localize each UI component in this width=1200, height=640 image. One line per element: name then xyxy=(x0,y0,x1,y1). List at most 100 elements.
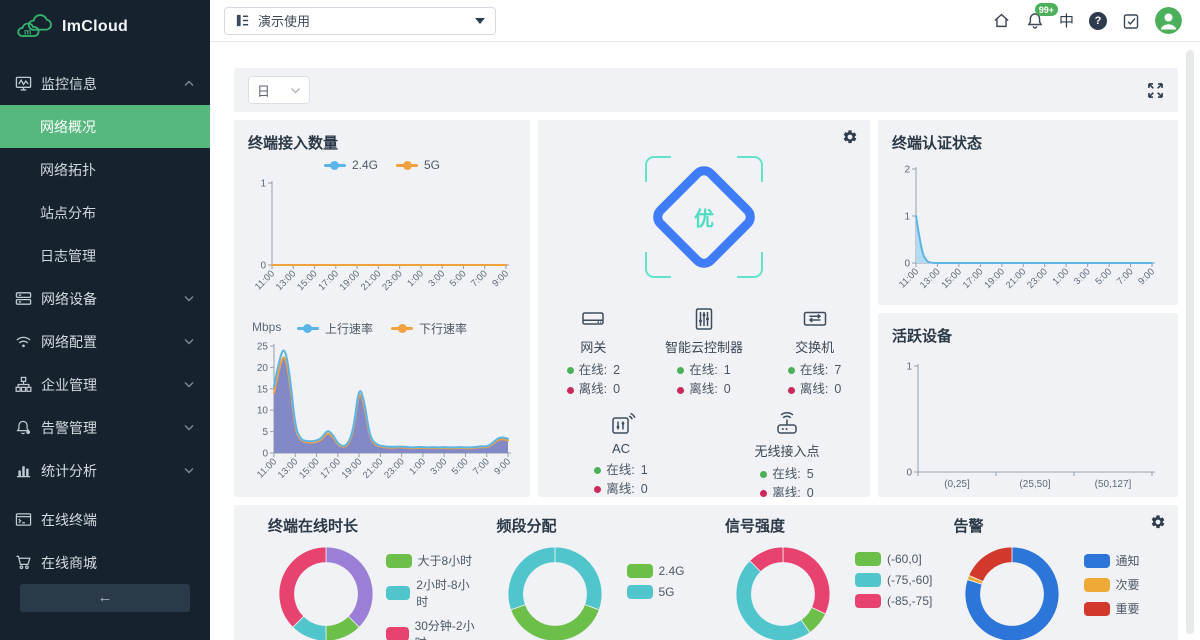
sidebar-item-site-distribution[interactable]: 站点分布 xyxy=(0,191,210,234)
legend-label: 下行速率 xyxy=(419,321,468,336)
gear-icon[interactable] xyxy=(1150,514,1166,530)
legend-item[interactable]: 重要 xyxy=(1083,600,1140,617)
legend-item[interactable]: (-85,-75] xyxy=(855,594,932,608)
svg-text:23:00: 23:00 xyxy=(1025,266,1050,291)
svg-text:13:00: 13:00 xyxy=(276,456,301,481)
sidebar-item-log-management[interactable]: 日志管理 xyxy=(0,234,210,277)
wifi-icon xyxy=(15,333,32,350)
sidebar-item-enterprise-management[interactable]: 企业管理 xyxy=(0,363,210,406)
device-gateway[interactable]: 网关 在线: 2 离线: 0 xyxy=(538,304,649,400)
main-area: 演示使用 99+ 中 ? xyxy=(210,0,1200,640)
legend-swatch xyxy=(1083,577,1110,592)
legend-label: 通知 xyxy=(1115,554,1140,568)
sidebar-item-statistics[interactable]: 统计分析 xyxy=(0,449,210,492)
legend-item[interactable]: 下行速率 xyxy=(391,320,467,337)
chart-legend: 2.4G 5G xyxy=(626,564,685,599)
legend-item[interactable]: 上行速率 xyxy=(296,320,373,337)
period-select[interactable]: 日 xyxy=(248,76,310,104)
sidebar-item-label: 网络配置 xyxy=(41,333,97,350)
sidebar-menu: 监控信息 网络概况 网络拓扑 站点分布 日志管理 网络设备 xyxy=(0,62,210,584)
device-offline: 离线: 0 xyxy=(704,484,870,497)
sidebar-item-network-overview[interactable]: 网络概况 xyxy=(0,105,210,148)
sidebar-item-online-terminals[interactable]: 在线终端 xyxy=(0,498,210,541)
sidebar-item-network-topology[interactable]: 网络拓扑 xyxy=(0,148,210,191)
notification-badge: 99+ xyxy=(1034,3,1058,16)
svg-text:(25,50]: (25,50] xyxy=(1019,479,1050,490)
svg-text:7:00: 7:00 xyxy=(1115,266,1136,287)
sidebar-item-monitor-info[interactable]: 监控信息 xyxy=(0,62,210,105)
language-switch[interactable]: 中 xyxy=(1058,13,1074,30)
server-icon xyxy=(15,290,32,307)
wireless-ap-icon xyxy=(704,408,870,438)
offline-dot xyxy=(594,486,602,494)
site-select[interactable]: 演示使用 xyxy=(224,6,496,35)
device-ac[interactable]: AC 在线: 1 离线: 0 xyxy=(538,408,704,497)
feedback-edit-icon[interactable] xyxy=(1122,12,1140,30)
legend-item[interactable]: 2.4G xyxy=(323,158,378,172)
device-cloud-controller[interactable]: 智能云控制器 在线: 1 离线: 0 xyxy=(649,304,760,400)
device-switch[interactable]: 交换机 在线: 7 离线: 0 xyxy=(759,304,870,400)
scrollbar[interactable] xyxy=(1186,50,1194,634)
legend-item[interactable]: 次要 xyxy=(1083,576,1140,593)
sidebar-item-network-devices[interactable]: 网络设备 xyxy=(0,277,210,320)
legend-item[interactable]: 通知 xyxy=(1083,552,1140,569)
svg-text:21:00: 21:00 xyxy=(1004,266,1029,291)
sidebar-item-network-config[interactable]: 网络配置 xyxy=(0,320,210,363)
legend-swatch xyxy=(391,323,413,333)
legend-item[interactable]: 2.4G xyxy=(626,564,685,578)
panel-signal-strength: 信号强度 (-60,0] (-75,-60] (-85,-75] xyxy=(707,515,936,640)
signal-strength-donut xyxy=(735,546,831,640)
legend-label: 大于8小时 xyxy=(417,554,473,568)
sidebar-item-online-store[interactable]: 在线商城 xyxy=(0,541,210,584)
panel-title: 终端认证状态 xyxy=(892,135,983,152)
svg-text:1:00: 1:00 xyxy=(1050,266,1071,287)
y-axis-unit: Mbps xyxy=(252,320,282,334)
sidebar-collapse-button[interactable]: ← xyxy=(20,584,190,612)
topbar-icons: 99+ 中 ? xyxy=(992,3,1182,34)
svg-text:m: m xyxy=(24,27,31,36)
device-online: 在线: 2 xyxy=(538,361,649,380)
legend-item[interactable]: 5G xyxy=(626,585,685,599)
fullscreen-icon[interactable] xyxy=(1147,82,1164,99)
notification-bell-icon[interactable]: 99+ xyxy=(1026,3,1058,30)
svg-text:20: 20 xyxy=(257,363,269,374)
panel-alarms: 告警 通知次要重要 xyxy=(936,515,1165,640)
bracket-corner xyxy=(737,252,763,278)
svg-text:7:00: 7:00 xyxy=(471,456,492,477)
legend-label: 2.4G xyxy=(351,158,378,172)
panel-title: 告警 xyxy=(953,518,984,535)
online-dot xyxy=(566,367,574,375)
submenu-label: 网络概况 xyxy=(40,118,96,135)
sidebar-item-alarm-management[interactable]: 告警管理 xyxy=(0,406,210,449)
legend-item[interactable]: 大于8小时 xyxy=(385,552,479,569)
legend-item[interactable]: 5G xyxy=(396,158,440,172)
svg-text:11:00: 11:00 xyxy=(253,268,277,292)
avatar[interactable] xyxy=(1155,7,1182,34)
legend-swatch xyxy=(855,573,881,587)
legend-label: (-85,-75] xyxy=(887,594,933,608)
svg-text:9:00: 9:00 xyxy=(492,456,513,477)
legend-label: 2.4G xyxy=(658,564,685,578)
alarm-bell-icon xyxy=(15,419,32,436)
main-content: 日 终端接入数量 2 xyxy=(210,42,1200,640)
svg-text:21:00: 21:00 xyxy=(359,268,384,293)
panel-terminal-access: 终端接入数量 2.4G 5G 0 1 11:00 13:00 15:00 17:00 19:0… xyxy=(234,120,530,497)
help-icon[interactable]: ? xyxy=(1089,11,1107,30)
gear-icon[interactable] xyxy=(842,129,858,145)
legend-swatch xyxy=(323,160,346,170)
legend-swatch xyxy=(1083,601,1110,616)
bracket-corner xyxy=(645,252,671,278)
active-devices-chart: 0 1 (0,25] (25,50] (50,127] xyxy=(906,361,1155,490)
svg-text:(0,25]: (0,25] xyxy=(944,479,970,490)
device-wireless-ap[interactable]: 无线接入点 在线: 5 离线: 0 xyxy=(704,408,870,497)
legend-item[interactable]: 30分钟-2小时 xyxy=(385,617,479,640)
legend-label: 重要 xyxy=(1115,602,1140,616)
legend-item[interactable]: 2小时-8小时 xyxy=(385,576,479,610)
sidebar-submenu: 网络概况 网络拓扑 站点分布 日志管理 xyxy=(0,105,210,277)
device-name: 智能云控制器 xyxy=(664,340,743,355)
legend-item[interactable]: (-60,0] xyxy=(855,552,932,566)
sidebar-item-label: 网络设备 xyxy=(41,290,97,307)
legend-item[interactable]: (-75,-60] xyxy=(855,573,932,587)
home-icon[interactable] xyxy=(992,11,1011,30)
